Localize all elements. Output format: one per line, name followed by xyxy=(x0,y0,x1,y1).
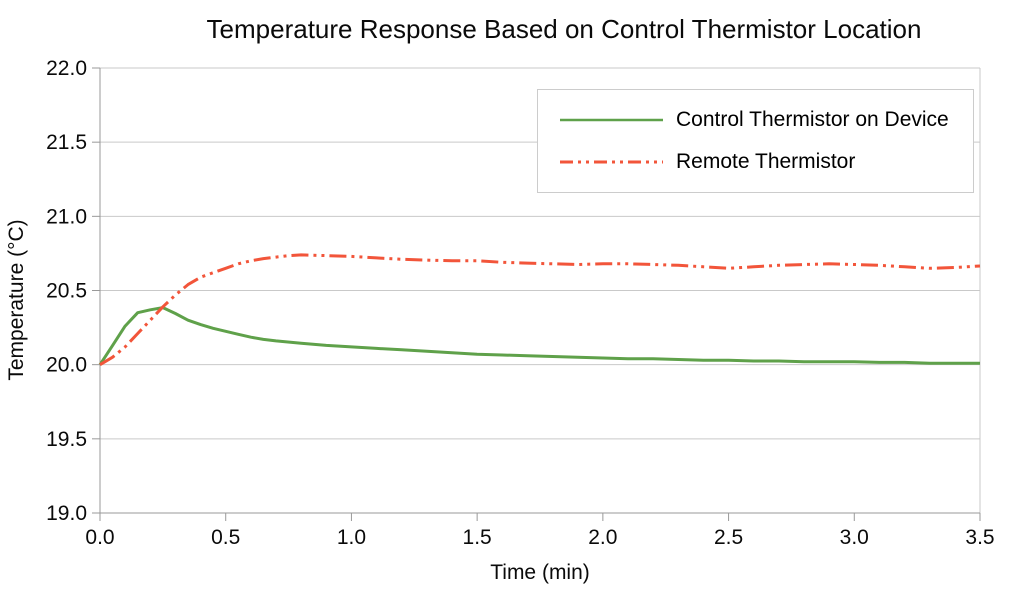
x-tick-label: 3.5 xyxy=(965,526,994,549)
legend-label-remote-thermistor: Remote Thermistor xyxy=(676,150,856,173)
legend-label-control-thermistor: Control Thermistor on Device xyxy=(676,108,949,131)
x-axis-title: Time (min) xyxy=(490,561,590,584)
legend-item-control-thermistor: Control Thermistor on Device xyxy=(538,108,973,132)
series-line-0 xyxy=(98,306,980,366)
y-tick-label: 20.5 xyxy=(46,280,87,303)
y-tick-label: 21.5 xyxy=(46,131,87,154)
chart-title: Temperature Response Based on Control Th… xyxy=(206,14,922,44)
x-tick-label: 0.5 xyxy=(211,526,240,549)
solid-line-icon xyxy=(560,118,663,122)
y-tick-label: 22.0 xyxy=(46,57,87,80)
x-tick-label: 3.0 xyxy=(840,526,869,549)
x-tick-label: 1.5 xyxy=(463,526,492,549)
y-tick-label: 21.0 xyxy=(46,205,87,228)
y-tick-label: 20.0 xyxy=(46,354,87,377)
legend: Control Thermistor on Device Remote Ther… xyxy=(537,89,974,193)
dash-dot-dot-line-icon xyxy=(560,160,663,164)
y-axis-title: Temperature (°C) xyxy=(5,219,28,381)
x-tick-label: 2.5 xyxy=(714,526,743,549)
x-tick-label: 1.0 xyxy=(337,526,366,549)
series-line-1 xyxy=(99,253,981,366)
y-tick-label: 19.5 xyxy=(46,428,87,451)
legend-item-remote-thermistor: Remote Thermistor xyxy=(538,150,973,174)
x-tick-label: 2.0 xyxy=(588,526,617,549)
x-tick-label: 0.0 xyxy=(85,526,114,549)
y-tick-label: 19.0 xyxy=(46,502,87,525)
